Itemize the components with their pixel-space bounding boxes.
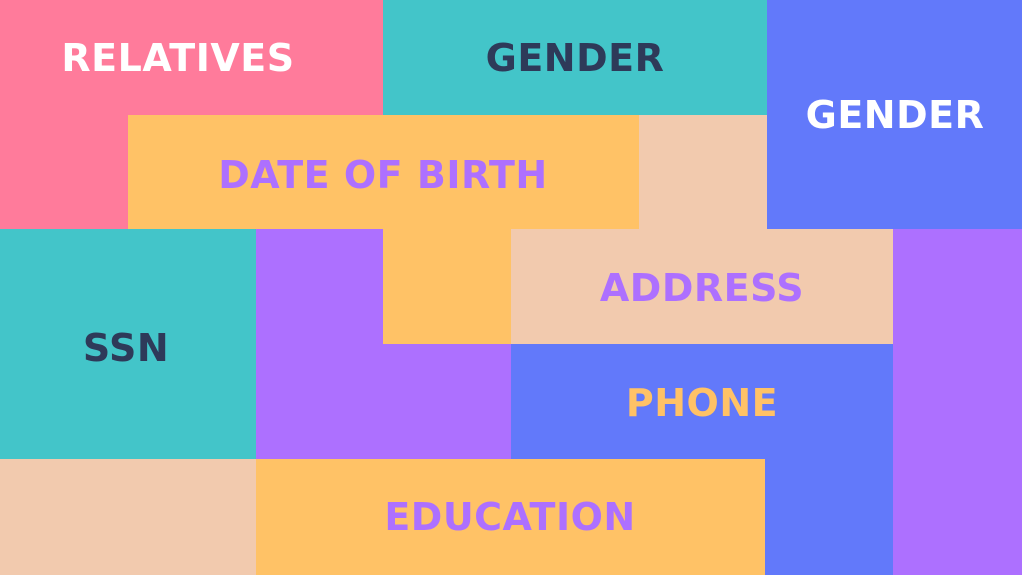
purple-right-block (893, 229, 1022, 575)
phone-block (511, 344, 893, 459)
relatives-label: RELATIVES (61, 36, 295, 80)
phone-label: PHONE (625, 381, 779, 425)
peach-bottom-block (0, 459, 256, 575)
peach-top-block (639, 115, 767, 229)
gender-top-block (383, 0, 767, 115)
address-label: ADDRESS (599, 266, 805, 310)
ssn-block (0, 229, 256, 459)
address-block (511, 229, 893, 344)
gender-top-label: GENDER (485, 36, 665, 80)
education-label: EDUCATION (384, 495, 636, 539)
date-of-birth-label: DATE OF BIRTH (218, 153, 548, 197)
purple-middle-block (383, 344, 511, 459)
ssn-label: SSN (82, 326, 170, 370)
date-of-birth-block-lower (383, 229, 511, 344)
purple-left-block (256, 229, 383, 459)
date-of-birth-block (128, 115, 639, 229)
gender-right-label: GENDER (805, 93, 985, 137)
gender-right-block (767, 0, 1022, 229)
education-block (256, 459, 765, 575)
blue-bottom-block (765, 459, 893, 575)
